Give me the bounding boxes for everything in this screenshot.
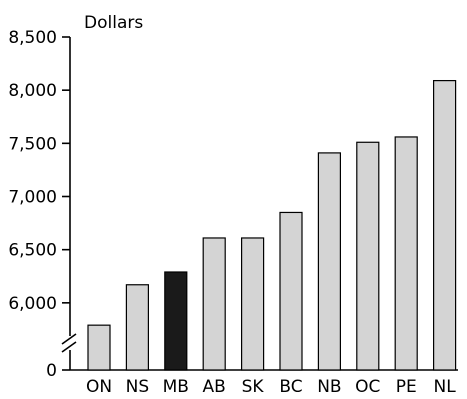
- x-tick-label: NL: [433, 377, 456, 395]
- y-tick-label: 6,500: [8, 241, 57, 261]
- y-axis-break-slash: [61, 341, 77, 353]
- bar-sk: [241, 237, 265, 371]
- bar-on: [87, 324, 111, 371]
- y-tick-label: 8,500: [8, 28, 57, 48]
- y-tick-group: 0 6,000 6,500 7,000 7,500 8,000 8,500: [8, 28, 70, 381]
- x-tick-label: PE: [396, 377, 417, 395]
- x-tick-label: ON: [86, 377, 112, 395]
- x-tick-label: OC: [355, 377, 380, 395]
- y-tick-label: 7,500: [8, 134, 57, 154]
- bar-oc: [356, 141, 380, 371]
- x-tick-label: AB: [203, 377, 226, 395]
- x-tick-label: NS: [126, 377, 150, 395]
- bar-nb: [317, 152, 341, 371]
- x-tick-label: NB: [317, 377, 341, 395]
- bar-nl: [433, 79, 457, 371]
- bar-bc: [279, 211, 303, 371]
- bar-mb: [164, 271, 188, 371]
- bar-ab: [202, 237, 226, 371]
- y-tick-label: 7,000: [8, 188, 57, 208]
- x-tick-label-group: ON NS MB AB SK BC NB OC PE NL: [86, 377, 456, 397]
- y-axis-break-slash: [61, 333, 77, 345]
- x-tick-label: MB: [163, 377, 189, 395]
- y-tick-label: 0: [46, 361, 57, 381]
- bar-group: [87, 79, 457, 371]
- x-tick-label: SK: [242, 377, 265, 395]
- x-tick-label: BC: [279, 377, 302, 395]
- y-tick-label: 6,000: [8, 294, 57, 314]
- y-axis-break-mark: [61, 333, 77, 353]
- bar-ns: [125, 284, 150, 371]
- y-axis-title: Dollars: [84, 13, 143, 33]
- y-tick-label: 8,000: [8, 81, 57, 101]
- bar-pe: [394, 136, 418, 371]
